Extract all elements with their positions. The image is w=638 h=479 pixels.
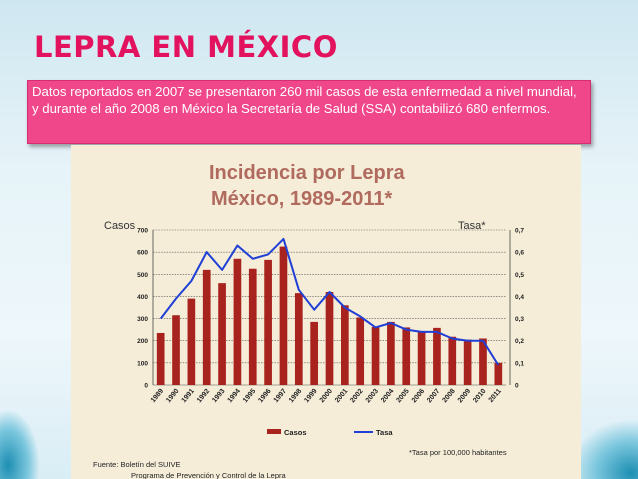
x-tick-1994: 1994 bbox=[227, 388, 242, 405]
x-tick-2006: 2006 bbox=[411, 388, 426, 405]
x-tick-1998: 1998 bbox=[288, 388, 303, 405]
x-tick-1993: 1993 bbox=[211, 388, 226, 405]
legend-label-casos: Casos bbox=[284, 428, 307, 437]
x-tick-1999: 1999 bbox=[303, 388, 318, 405]
source-line-2: Programa de Prevención y Control de la L… bbox=[131, 471, 286, 479]
source-line-1: Fuente: Boletín del SUIVE bbox=[93, 460, 181, 469]
bars-casos bbox=[156, 246, 503, 385]
x-tick-1991: 1991 bbox=[181, 388, 196, 405]
info-text-box: Datos reportados en 2007 se presentaron … bbox=[27, 80, 591, 144]
bar-casos-2004 bbox=[387, 321, 395, 385]
x-tick-2007: 2007 bbox=[426, 388, 441, 405]
x-tick-2005: 2005 bbox=[395, 388, 410, 405]
bar-casos-1989 bbox=[156, 332, 165, 385]
x-tick-1997: 1997 bbox=[273, 388, 288, 405]
bar-casos-2009 bbox=[463, 339, 472, 385]
y-tick-right: 0 bbox=[515, 383, 519, 390]
y-tick-left: 200 bbox=[137, 338, 148, 345]
x-tick-1990: 1990 bbox=[165, 388, 180, 405]
y-tick-left: 600 bbox=[137, 250, 148, 257]
line-tasa bbox=[159, 237, 500, 366]
chart-footnote: *Tasa por 100,000 habitantes bbox=[409, 448, 507, 457]
bar-casos-2000 bbox=[325, 292, 334, 385]
y-tick-right: 0,1 bbox=[515, 360, 524, 367]
background-decoration-left bbox=[0, 409, 40, 479]
bar-casos-1992 bbox=[202, 269, 211, 385]
y-tick-left: 100 bbox=[137, 360, 148, 367]
y-tick-right: 0,2 bbox=[515, 338, 524, 345]
x-tick-2010: 2010 bbox=[472, 388, 487, 405]
y-tick-left: 500 bbox=[137, 272, 148, 279]
slide-title: LEPRA EN MÉXICO bbox=[34, 30, 338, 64]
bar-casos-1997 bbox=[279, 246, 288, 385]
bar-casos-2006 bbox=[417, 331, 426, 385]
x-tick-2008: 2008 bbox=[441, 388, 456, 405]
bar-casos-2002 bbox=[356, 317, 365, 385]
incidence-chart: Incidencia por Lepra México, 1989-2011* … bbox=[93, 162, 524, 479]
x-tick-1995: 1995 bbox=[242, 388, 257, 405]
y-ticks-right: 0 0,1 0,2 0,3 0,4 0,5 0,6 0,7 bbox=[515, 228, 524, 390]
y-axis-right-label: Tasa* bbox=[458, 220, 486, 232]
bar-casos-1998 bbox=[294, 293, 303, 385]
bar-casos-1993 bbox=[218, 283, 226, 385]
x-tick-2004: 2004 bbox=[380, 388, 395, 405]
y-tick-right: 0,5 bbox=[515, 272, 524, 279]
x-tick-2003: 2003 bbox=[365, 388, 380, 405]
y-tick-left: 400 bbox=[137, 294, 148, 301]
bar-casos-2011 bbox=[494, 362, 503, 385]
chart-title-line2: México, 1989-2011* bbox=[211, 188, 392, 210]
y-tick-right: 0,6 bbox=[515, 250, 524, 257]
y-tick-left: 0 bbox=[144, 383, 148, 390]
x-ticks: 1989 1990 1991 1992 1993 1994 1995 1996 1997 1998… bbox=[150, 388, 503, 405]
y-axis-left-label: Casos bbox=[104, 220, 136, 232]
x-tick-2001: 2001 bbox=[334, 388, 349, 405]
bar-casos-1991 bbox=[187, 298, 196, 385]
bar-casos-1999 bbox=[310, 321, 318, 385]
bar-casos-1990 bbox=[172, 315, 180, 385]
y-tick-right: 0,4 bbox=[515, 294, 524, 301]
y-tick-right: 0,3 bbox=[515, 316, 524, 323]
chart-legend: Casos Tasa bbox=[267, 428, 393, 437]
x-tick-1996: 1996 bbox=[257, 388, 272, 405]
y-tick-left: 700 bbox=[137, 228, 148, 235]
bar-casos-1994 bbox=[233, 258, 242, 385]
x-tick-2000: 2000 bbox=[319, 388, 334, 405]
chart-panel: Incidencia por Lepra México, 1989-2011* … bbox=[71, 145, 581, 479]
y-ticks-left: 0 100 200 300 400 500 600 700 bbox=[137, 228, 148, 390]
bar-casos-2010 bbox=[479, 338, 487, 385]
chart-title-line1: Incidencia por Lepra bbox=[209, 162, 405, 184]
legend-label-tasa: Tasa bbox=[376, 428, 393, 437]
line-tasa-path bbox=[159, 237, 500, 366]
bar-casos-2007 bbox=[433, 327, 441, 385]
bar-casos-2003 bbox=[371, 326, 380, 385]
y-tick-right: 0,7 bbox=[515, 228, 524, 235]
x-tick-2011: 2011 bbox=[488, 388, 503, 404]
x-tick-2009: 2009 bbox=[457, 388, 472, 405]
bar-casos-1996 bbox=[264, 259, 272, 385]
bar-casos-2001 bbox=[341, 305, 349, 385]
x-tick-1989: 1989 bbox=[150, 388, 165, 405]
bar-casos-1995 bbox=[248, 268, 257, 385]
bar-casos-2005 bbox=[402, 327, 411, 385]
x-tick-1992: 1992 bbox=[196, 388, 211, 405]
bar-casos-2008 bbox=[448, 336, 457, 385]
y-tick-left: 300 bbox=[137, 316, 148, 323]
x-tick-2002: 2002 bbox=[349, 388, 364, 405]
legend-swatch-casos bbox=[267, 429, 281, 434]
